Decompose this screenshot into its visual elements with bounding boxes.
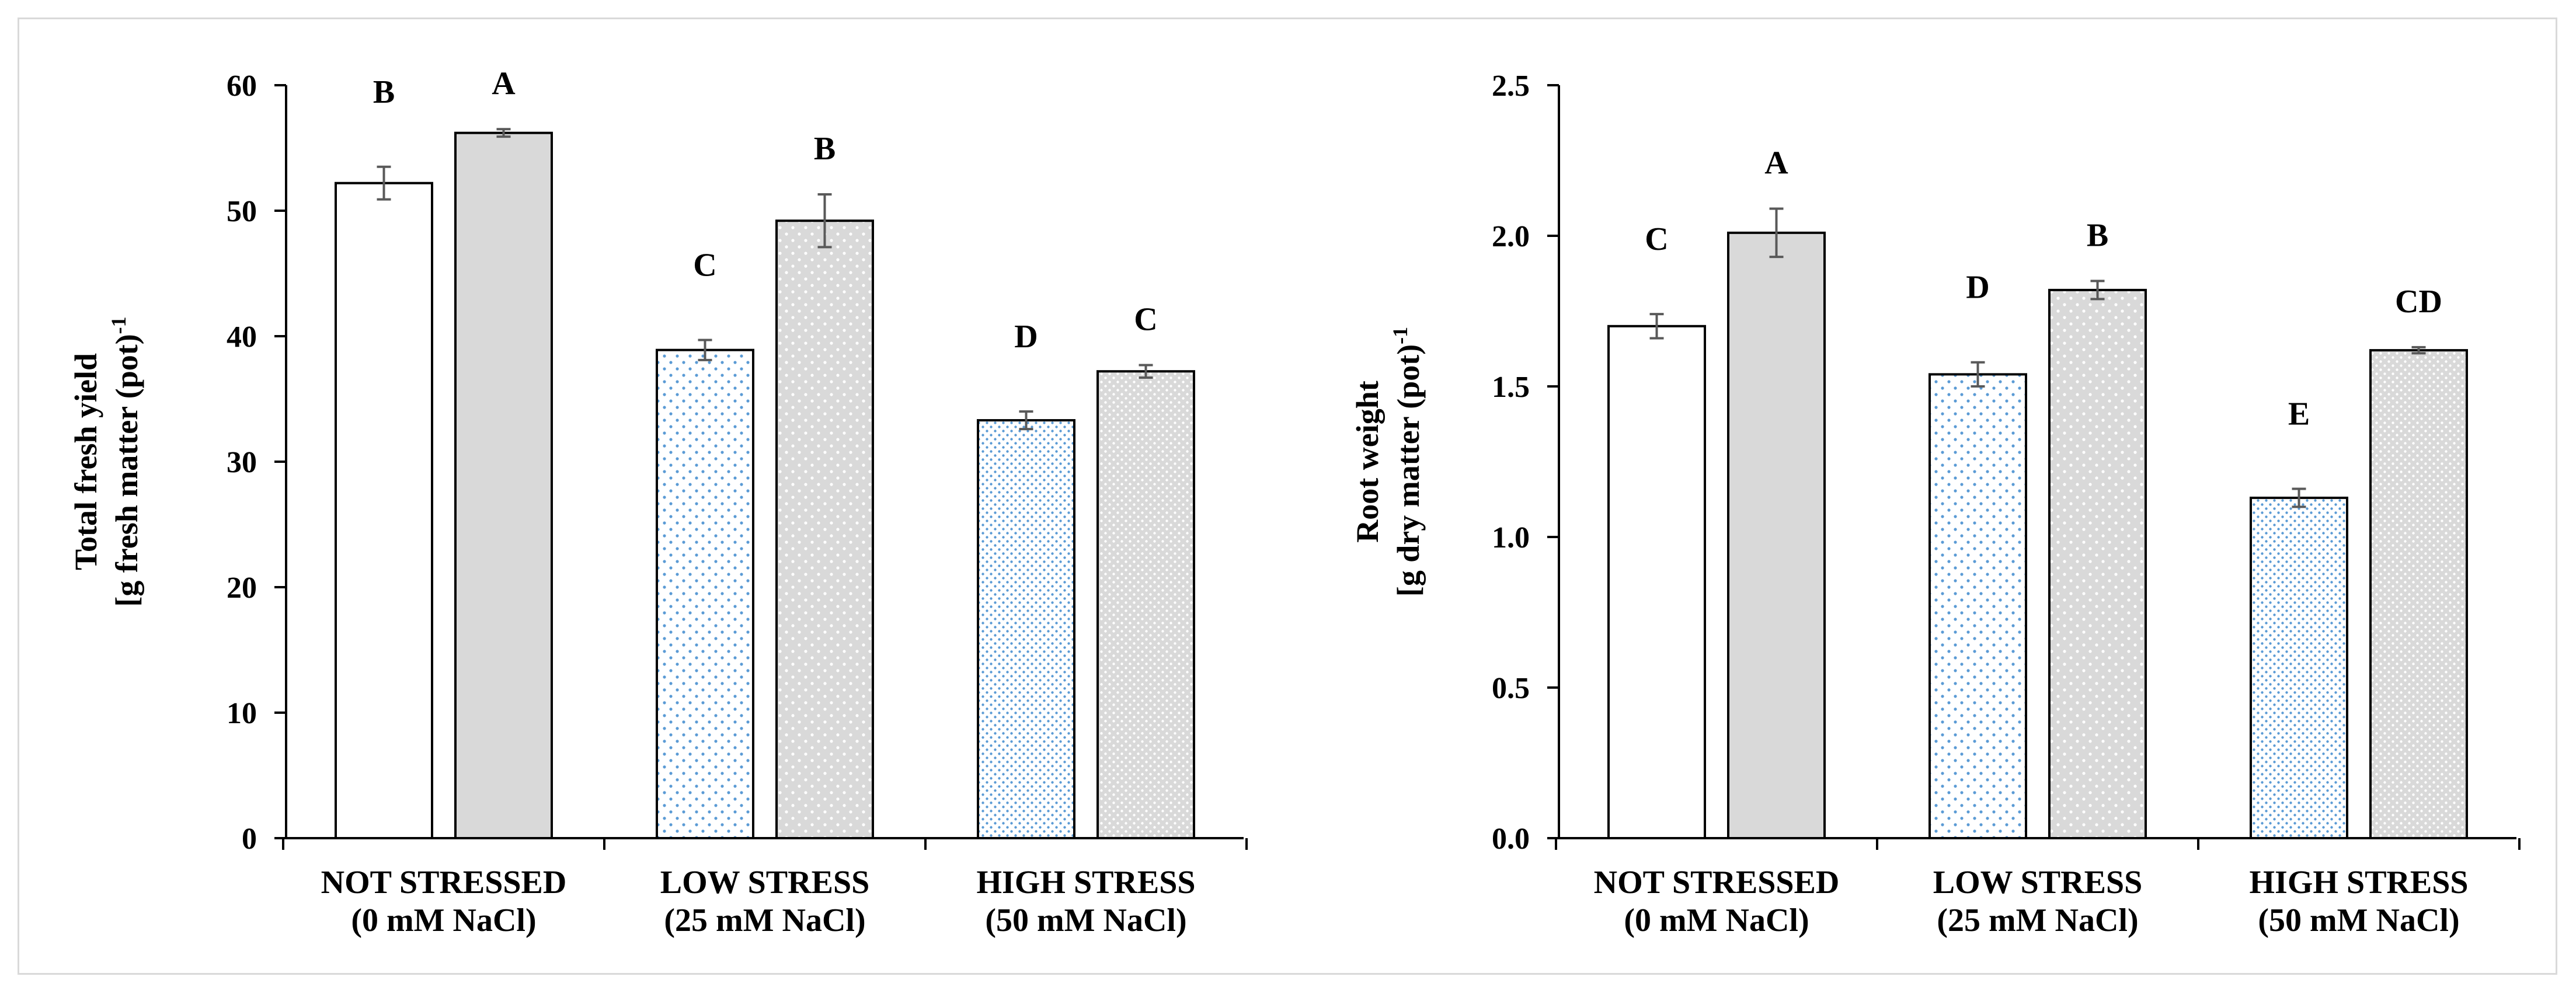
y-axis-label: Root weight [1350, 381, 1385, 542]
bar [2250, 496, 2348, 839]
y-axis-unit-text: [g fresh matter (pot) [109, 334, 144, 606]
bar [1727, 231, 1826, 840]
significance-letter: B [373, 74, 395, 110]
y-tick-label: 20 [227, 571, 257, 605]
significance-letter: B [2087, 217, 2108, 253]
significance-letter: D [1014, 319, 1038, 355]
bar [2048, 288, 2147, 839]
category-sublabel: (25 mM NaCl) [664, 902, 865, 939]
category-sublabel: (0 mM NaCl) [1624, 902, 1809, 939]
y-axis-unit-label: [g dry matter (pot)-1 [1388, 327, 1426, 597]
category-label: HIGH STRESS [2249, 864, 2468, 901]
category-label: LOW STRESS [1933, 864, 2142, 901]
category-sublabel: (25 mM NaCl) [1937, 902, 2138, 939]
y-tick-label: 30 [227, 446, 257, 479]
category-sublabel: (50 mM NaCl) [2258, 902, 2459, 939]
y-tick-label: 0.0 [1492, 822, 1530, 856]
y-tick-label: 1.5 [1492, 371, 1530, 404]
category-sublabel: (50 mM NaCl) [985, 902, 1186, 939]
significance-letter: D [1966, 270, 1989, 306]
bar [1928, 373, 2027, 839]
bar [454, 131, 553, 840]
y-tick-label: 10 [227, 697, 257, 730]
y-axis-unit-superscript: -1 [107, 316, 130, 334]
category-label: LOW STRESS [660, 864, 869, 901]
category-label: HIGH STRESS [976, 864, 1195, 901]
y-axis-unit-superscript: -1 [1388, 327, 1412, 344]
y-axis-label: Total fresh yield [68, 353, 103, 570]
figure-frame [18, 18, 2557, 975]
y-tick-label: 1.0 [1492, 521, 1530, 554]
y-tick-label: 40 [227, 320, 257, 354]
y-axis-unit-text: [g dry matter (pot) [1391, 344, 1426, 597]
significance-letter: C [693, 247, 716, 283]
category-sublabel: (0 mM NaCl) [351, 902, 536, 939]
bar [656, 348, 754, 839]
bar [977, 419, 1075, 839]
y-tick-label: 0.5 [1492, 672, 1530, 705]
y-tick-label: 2.0 [1492, 220, 1530, 253]
bar [1607, 325, 1706, 839]
bar [335, 182, 433, 840]
bar [1096, 370, 1195, 839]
y-tick-label: 60 [227, 69, 257, 103]
y-tick-label: 0 [242, 822, 257, 856]
y-tick-label: 2.5 [1492, 69, 1530, 103]
significance-letter: A [1764, 145, 1788, 182]
bar [775, 219, 874, 840]
significance-letter: C [1134, 301, 1157, 337]
significance-letter: A [492, 65, 516, 102]
category-label: NOT STRESSED [321, 864, 567, 901]
y-tick-label: 50 [227, 195, 257, 228]
significance-letter: C [1645, 221, 1668, 257]
y-axis-unit-label: [g fresh matter (pot)-1 [107, 316, 144, 606]
significance-letter: CD [2395, 284, 2442, 320]
significance-letter: B [814, 131, 836, 167]
significance-letter: E [2288, 396, 2310, 432]
category-label: NOT STRESSED [1594, 864, 1840, 901]
bar [2369, 349, 2468, 839]
